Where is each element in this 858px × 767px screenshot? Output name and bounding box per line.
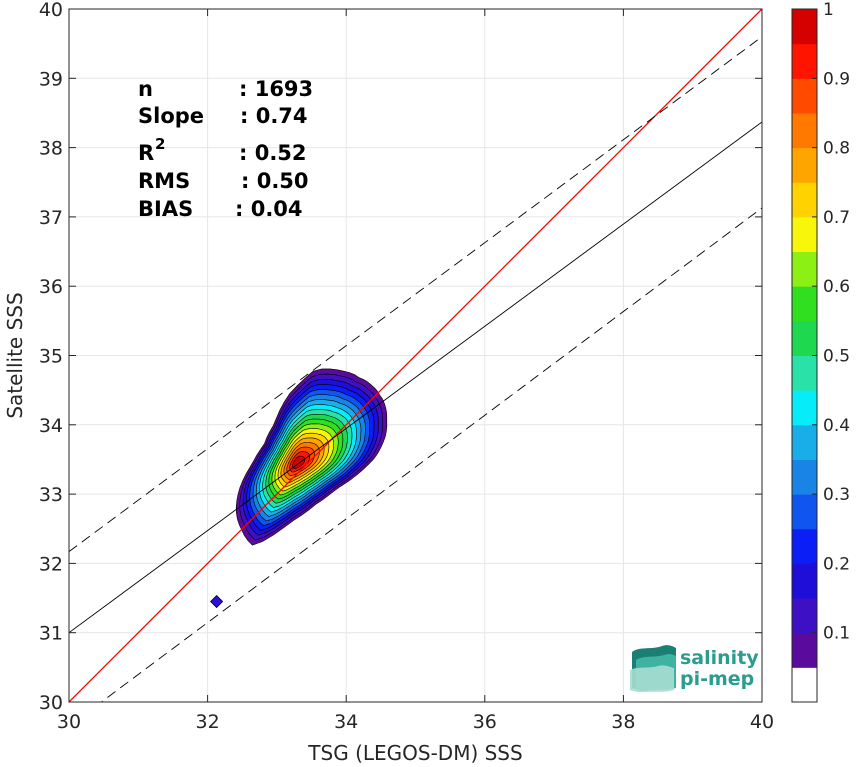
colorbar-tick-label-0: 0.1 — [823, 624, 850, 644]
y-tick-label-6: 36 — [39, 276, 63, 298]
isolated-point-marker — [210, 594, 224, 609]
colorbar-segment-8 — [792, 390, 817, 426]
salinity-pi-mep-logo: salinity pi-mep — [630, 645, 759, 692]
stat-label-n: n — [138, 77, 153, 101]
y-axis-label: Satellite SSS — [3, 292, 27, 418]
colorbar-segment-17 — [792, 78, 817, 114]
x-tick-label-3: 36 — [473, 711, 497, 733]
colorbar-ticks: 0.1 0.2 0.3 0.4 0.5 0.6 0.7 0.8 0.9 1 — [812, 0, 850, 644]
colorbar-segment-19 — [792, 9, 817, 45]
colorbar-tick-label-6: 0.7 — [823, 208, 850, 228]
colorbar — [792, 9, 817, 703]
y-tick-label-7: 37 — [39, 207, 63, 229]
colorbar-tick-label-3: 0.4 — [823, 416, 850, 436]
stat-label-r2: R — [138, 141, 154, 165]
colorbar-segment-14 — [792, 182, 817, 218]
colorbar-segment-7 — [792, 424, 817, 460]
y-tick-label-3: 33 — [39, 484, 63, 506]
colorbar-tick-label-5: 0.6 — [823, 277, 850, 297]
grid — [68, 8, 763, 703]
logo-wave-front — [630, 665, 674, 692]
y-tick-label-9: 39 — [39, 68, 63, 90]
y-tick-label-5: 35 — [39, 346, 63, 368]
y-tick-label-1: 31 — [39, 623, 63, 645]
stat-label-rms: RMS — [138, 169, 190, 193]
stat-label-r2-superscript: 2 — [155, 135, 165, 153]
x-tick-label-1: 32 — [196, 711, 220, 733]
stat-value-rms: : 0.50 — [241, 169, 309, 193]
y-tick-label-4: 34 — [39, 415, 63, 437]
colorbar-segment-18 — [792, 43, 817, 79]
colorbar-segment-12 — [792, 251, 817, 287]
x-tick-label-0: 30 — [57, 711, 81, 733]
logo-text-salinity: salinity — [680, 647, 759, 669]
y-tick-label-0: 30 — [39, 692, 63, 714]
colorbar-tick-label-8: 0.9 — [823, 69, 850, 89]
x-tick-label-2: 34 — [334, 711, 358, 733]
colorbar-tick-label-4: 0.5 — [823, 347, 850, 367]
colorbar-segment-16 — [792, 112, 817, 149]
colorbar-tick-label-1: 0.2 — [823, 554, 850, 574]
isolated-points — [210, 594, 224, 609]
stat-value-bias: : 0.04 — [235, 197, 303, 221]
colorbar-tick-label-9: 1 — [823, 0, 834, 20]
line-lower-bound — [100, 207, 762, 702]
colorbar-tick-label-7: 0.8 — [823, 139, 850, 159]
x-axis-label: TSG (LEGOS-DM) SSS — [307, 741, 522, 765]
reference-lines — [69, 9, 762, 702]
colorbar-segment-15 — [792, 147, 817, 183]
stat-label-bias: BIAS — [138, 197, 193, 221]
y-axis-ticks: 30 31 32 33 34 35 36 37 38 39 40 — [39, 0, 762, 714]
stat-value-slope: : 0.74 — [240, 104, 308, 128]
colorbar-segment-1 — [792, 632, 817, 668]
x-axis-ticks: 30 32 34 36 38 40 — [57, 9, 774, 733]
stat-value-r2: : 0.52 — [239, 141, 307, 165]
stat-value-n: : 1693 — [239, 77, 313, 101]
colorbar-segment-0 — [792, 667, 817, 703]
colorbar-segment-2 — [792, 598, 817, 634]
y-tick-label-2: 32 — [39, 553, 63, 575]
y-tick-label-10: 40 — [39, 0, 63, 21]
x-tick-label-5: 40 — [750, 711, 774, 733]
colorbar-segment-10 — [792, 320, 817, 356]
colorbar-segment-3 — [792, 563, 817, 599]
stat-label-slope: Slope — [138, 104, 204, 128]
colorbar-frame — [791, 8, 818, 703]
x-tick-label-4: 38 — [611, 711, 635, 733]
colorbar-segment-6 — [792, 459, 817, 495]
line-identity — [69, 9, 762, 702]
line-fit — [69, 121, 762, 634]
statistics-box: n : 1693 Slope : 0.74 R 2 : 0.52 RMS : 0… — [138, 77, 313, 221]
colorbar-segment-5 — [792, 494, 817, 530]
colorbar-segment-9 — [792, 355, 817, 391]
colorbar-segment-4 — [792, 528, 817, 564]
y-tick-label-8: 38 — [39, 138, 63, 160]
colorbar-tick-label-2: 0.3 — [823, 485, 850, 505]
colorbar-segment-11 — [792, 286, 817, 322]
logo-text-pi-mep: pi-mep — [680, 668, 754, 690]
colorbar-segment-13 — [792, 216, 817, 253]
